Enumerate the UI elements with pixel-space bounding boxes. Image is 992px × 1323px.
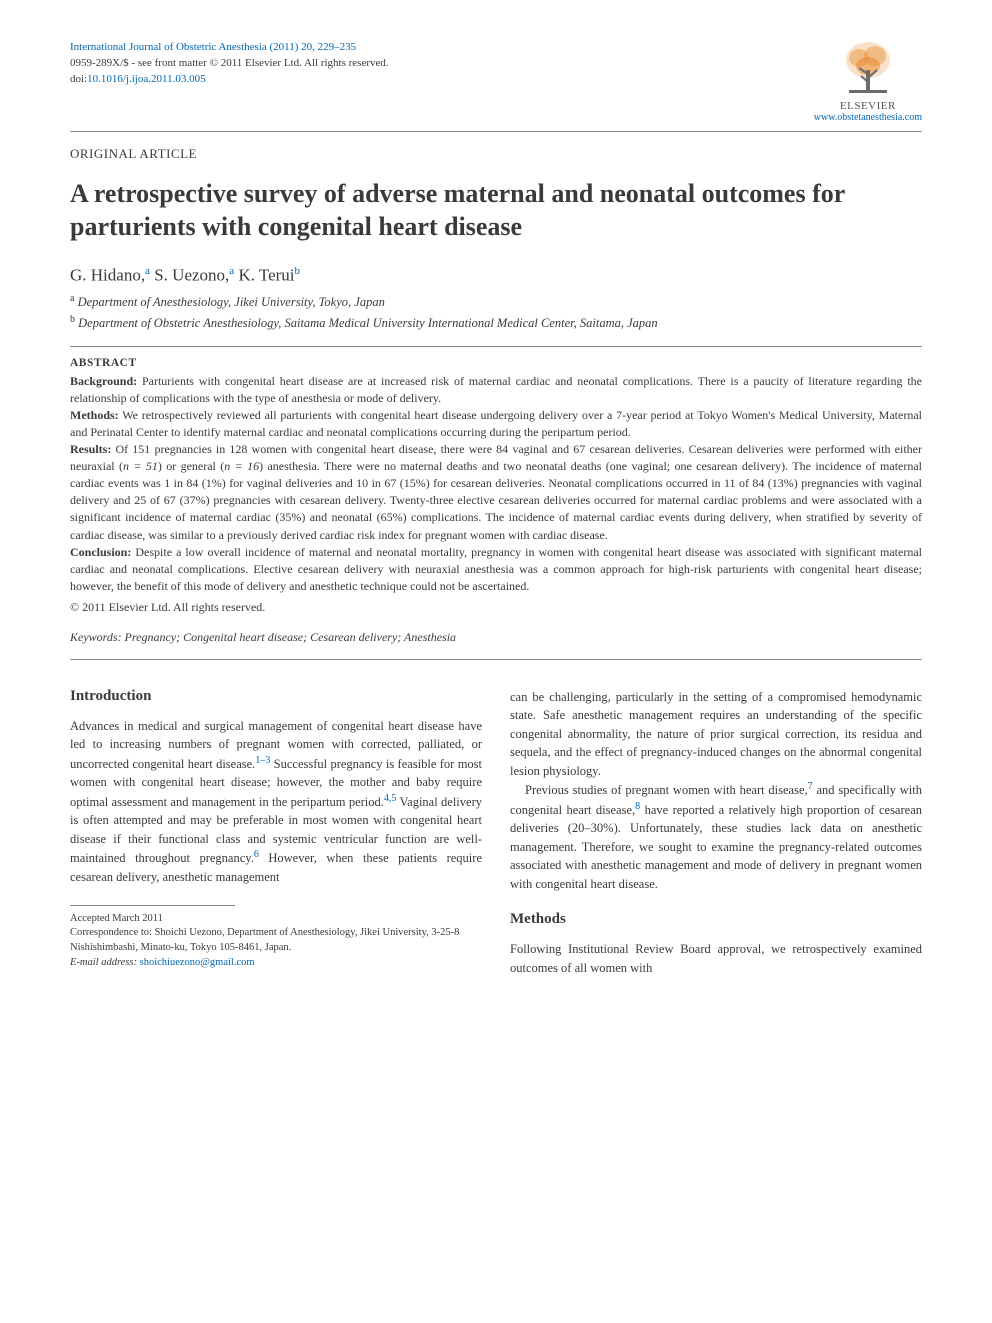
doi-line: doi:10.1016/j.ijoa.2011.03.005 <box>70 72 389 88</box>
header-rule <box>70 131 922 132</box>
keywords-line: Keywords: Pregnancy; Congenital heart di… <box>70 630 922 645</box>
publisher-block: ELSEVIER www.obstetanesthesia.com <box>814 40 922 123</box>
abstract-background-text: Parturients with congenital heart diseas… <box>70 374 922 405</box>
methods-body: Following Institutional Review Board app… <box>510 940 922 977</box>
footnote-rule <box>70 905 235 906</box>
methods-heading: Methods <box>510 911 922 928</box>
abstract-methods-label: Methods: <box>70 408 119 422</box>
affil-a-text: Department of Anesthesiology, Jikei Univ… <box>74 295 384 309</box>
publisher-name: ELSEVIER <box>814 100 922 112</box>
journal-citation[interactable]: International Journal of Obstetric Anest… <box>70 40 389 56</box>
keywords-label: Keywords <box>70 630 118 644</box>
intro-p2-right: can be challenging, particularly in the … <box>510 688 922 781</box>
issn-line: 0959-289X/$ - see front matter © 2011 El… <box>70 56 389 72</box>
author-2[interactable]: S. Uezono, <box>154 266 229 285</box>
doi-link[interactable]: 10.1016/j.ijoa.2011.03.005 <box>87 73 205 85</box>
page-header: International Journal of Obstetric Anest… <box>70 40 922 123</box>
abstract-heading: ABSTRACT <box>70 357 922 369</box>
ref-link-1-3[interactable]: 1–3 <box>255 755 270 766</box>
affiliation-a: a Department of Anesthesiology, Jikei Un… <box>70 292 922 311</box>
ref-link-4-5[interactable]: 4,5 <box>384 793 397 804</box>
abstract-background-label: Background: <box>70 374 137 388</box>
introduction-body-left: Advances in medical and surgical managem… <box>70 717 482 887</box>
article-title: A retrospective survey of adverse matern… <box>70 178 922 243</box>
introduction-body-right: can be challenging, particularly in the … <box>510 688 922 894</box>
introduction-heading: Introduction <box>70 688 482 705</box>
affiliation-b: b Department of Obstetric Anesthesiology… <box>70 313 922 332</box>
author-list: G. Hidano,a S. Uezono,a K. Teruib <box>70 265 922 286</box>
abstract-results-n1: n = 51 <box>123 459 158 473</box>
accepted-date: Accepted March 2011 <box>70 912 482 927</box>
left-column: Introduction Advances in medical and sur… <box>70 688 482 978</box>
abstract-body: Background: Parturients with congenital … <box>70 373 922 615</box>
author-3[interactable]: K. Terui <box>238 266 294 285</box>
right-column: can be challenging, particularly in the … <box>510 688 922 978</box>
elsevier-tree-icon <box>841 40 895 98</box>
keywords-text: : Pregnancy; Congenital heart disease; C… <box>118 630 456 644</box>
body-columns: Introduction Advances in medical and sur… <box>70 688 922 978</box>
abstract-conclusion-text: Despite a low overall incidence of mater… <box>70 545 922 593</box>
doi-prefix: doi: <box>70 73 87 85</box>
header-meta: International Journal of Obstetric Anest… <box>70 40 389 88</box>
abstract-conclusion-label: Conclusion: <box>70 545 131 559</box>
intro-p3a: Previous studies of pregnant women with … <box>525 783 808 797</box>
methods-p1: Following Institutional Review Board app… <box>510 940 922 977</box>
email-label: E-mail address: <box>70 957 140 968</box>
abstract-results-text-2: ) or general ( <box>158 459 224 473</box>
affil-b-text: Department of Obstetric Anesthesiology, … <box>75 316 658 330</box>
author-2-affil-marker[interactable]: a <box>229 265 234 277</box>
email-line: E-mail address: shoichiuezono@gmail.com <box>70 956 482 971</box>
publisher-site-link[interactable]: www.obstetanesthesia.com <box>814 112 922 123</box>
author-1-affil-marker[interactable]: a <box>145 265 150 277</box>
correspondence-text: Correspondence to: Shoichi Uezono, Depar… <box>70 926 482 955</box>
correspondence-email-link[interactable]: shoichiuezono@gmail.com <box>140 957 255 968</box>
abstract-results-n2: n = 16 <box>224 459 259 473</box>
author-3-affil-marker[interactable]: b <box>295 265 301 277</box>
footnote-block: Accepted March 2011 Correspondence to: S… <box>70 912 482 971</box>
abstract-bottom-rule <box>70 659 922 660</box>
abstract-top-rule <box>70 346 922 347</box>
abstract-methods-text: We retrospectively reviewed all parturie… <box>70 408 922 439</box>
abstract-copyright: © 2011 Elsevier Ltd. All rights reserved… <box>70 599 922 616</box>
author-1[interactable]: G. Hidano, <box>70 266 145 285</box>
abstract-results-label: Results: <box>70 442 111 456</box>
article-type-label: ORIGINAL ARTICLE <box>70 146 922 162</box>
